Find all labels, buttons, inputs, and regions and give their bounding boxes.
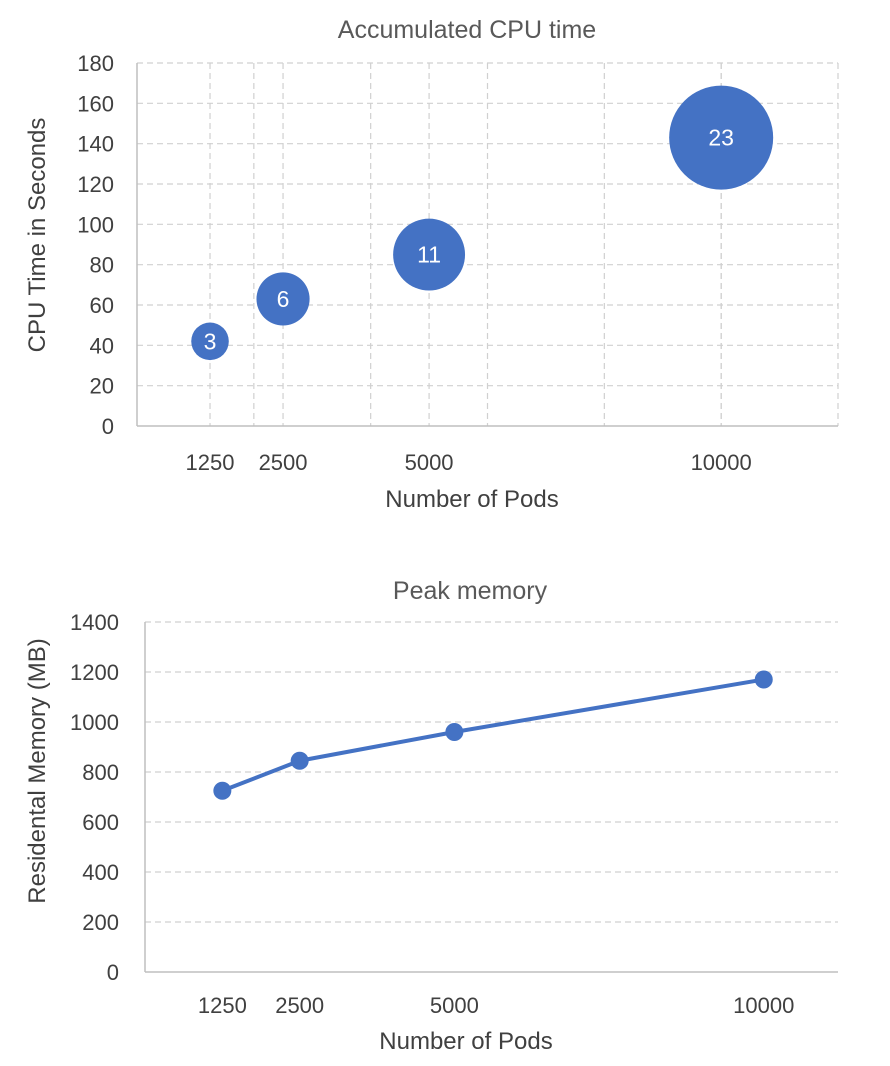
y-tick-label: 160 [77, 91, 114, 116]
x-tick-label: 2500 [259, 450, 308, 475]
x-tick-label: 10000 [733, 993, 794, 1018]
y-tick-label: 1400 [70, 610, 119, 635]
y-tick-label: 20 [90, 374, 114, 399]
y-tick-label: 1200 [70, 660, 119, 685]
cpu-chart-bubbles: 3 6 11 23 [191, 85, 774, 361]
cpu-chart-title: Accumulated CPU time [338, 16, 596, 44]
y-tick-label: 200 [82, 910, 119, 935]
x-tick-label: 2500 [275, 993, 324, 1018]
memory-chart-gridlines [145, 621, 838, 923]
y-tick-label: 60 [90, 293, 114, 318]
memory-chart-title: Peak memory [393, 577, 548, 605]
bubble-size-label: 11 [417, 242, 441, 268]
memory-chart-series [213, 670, 773, 800]
x-tick-label: 5000 [430, 993, 479, 1018]
bubble [393, 218, 466, 291]
memory-chart-axes [144, 622, 838, 973]
peak-memory-chart: Peak memory 0 200 400 600 800 1000 1200 1400 12… [24, 577, 838, 1055]
bubble [256, 272, 310, 326]
memory-chart-y-axis-label: Residental Memory (MB) [24, 638, 51, 903]
y-tick-label: 0 [107, 960, 119, 985]
series-line [221, 677, 765, 793]
y-tick-label: 100 [77, 212, 114, 237]
y-tick-label: 800 [82, 760, 119, 785]
cpu-chart-axes [136, 63, 838, 427]
cpu-chart-y-ticks: 0 20 40 60 80 100 120 140 160 180 [77, 51, 114, 439]
data-point [445, 723, 464, 741]
y-tick-label: 80 [90, 253, 114, 278]
bubble-size-label: 3 [204, 328, 217, 354]
x-tick-label: 10000 [691, 450, 752, 475]
x-tick-label: 5000 [405, 450, 454, 475]
y-tick-label: 1000 [70, 710, 119, 735]
x-tick-label: 1250 [186, 450, 235, 475]
bubble [191, 322, 229, 361]
y-tick-label: 400 [82, 860, 119, 885]
y-tick-label: 140 [77, 132, 114, 157]
y-tick-label: 600 [82, 810, 119, 835]
x-tick-label: 1250 [198, 993, 247, 1018]
memory-chart-y-ticks: 0 200 400 600 800 1000 1200 1400 [70, 610, 119, 985]
cpu-chart-y-axis-label: CPU Time in Seconds [24, 118, 51, 353]
y-tick-label: 180 [77, 51, 114, 76]
memory-chart-x-axis-label: Number of Pods [379, 1028, 552, 1055]
cpu-time-chart: Accumulated CPU time 0 20 40 60 80 100 120 140 1… [24, 16, 839, 513]
bubble-size-label: 23 [708, 125, 734, 151]
bubble [669, 85, 774, 190]
y-tick-label: 120 [77, 172, 114, 197]
y-tick-label: 0 [102, 414, 114, 439]
data-point [754, 670, 773, 689]
y-tick-label: 40 [90, 333, 114, 358]
memory-chart-x-ticks: 1250 2500 5000 10000 [198, 993, 794, 1018]
data-point [213, 781, 232, 800]
data-point [290, 751, 309, 770]
bubble-size-label: 6 [277, 286, 290, 312]
cpu-chart-x-axis-label: Number of Pods [385, 486, 558, 513]
cpu-chart-x-ticks: 1250 2500 5000 10000 [186, 450, 752, 475]
